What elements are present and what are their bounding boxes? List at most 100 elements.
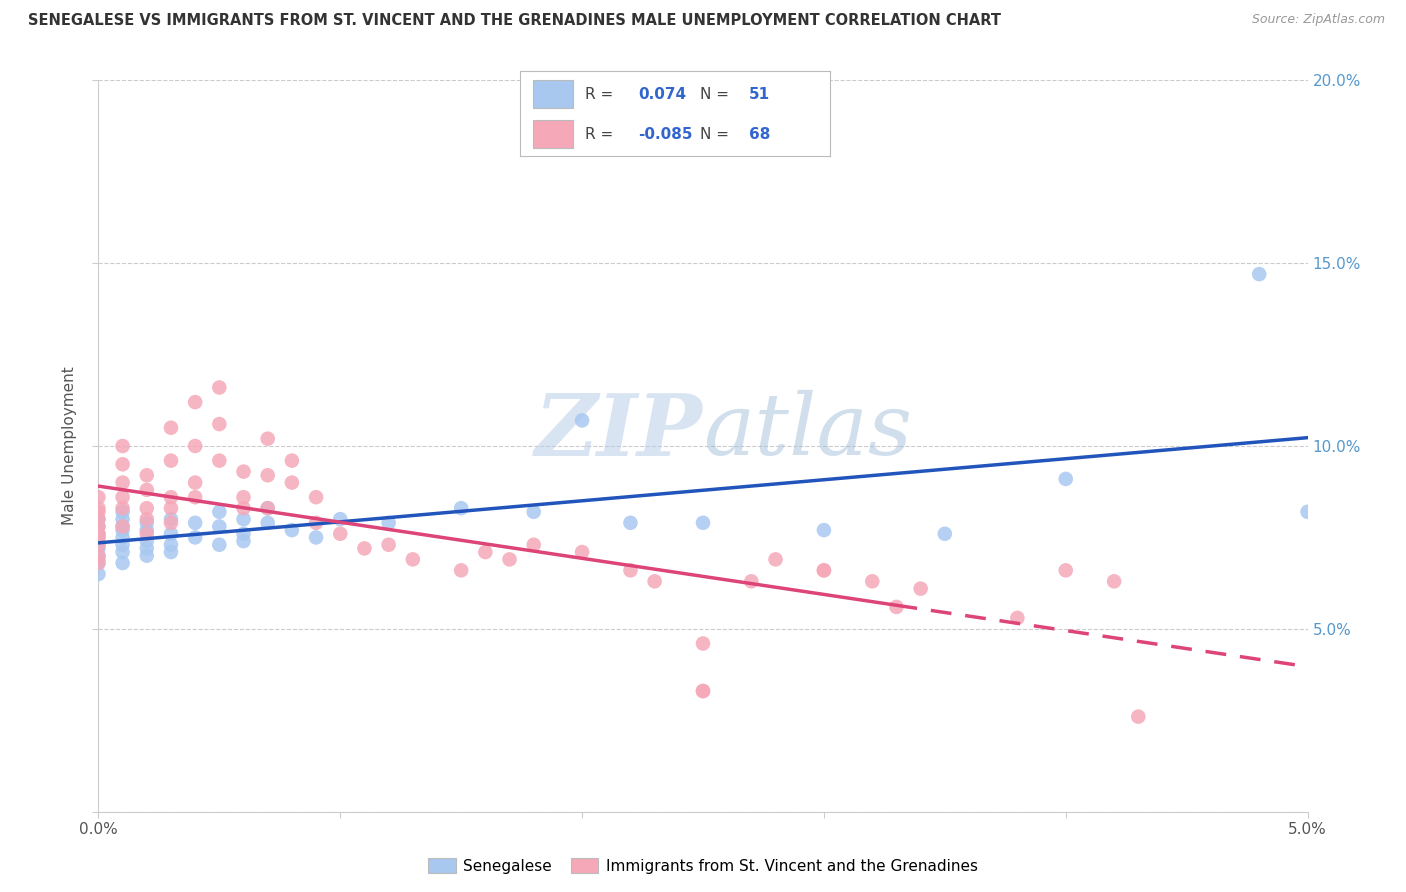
Point [450, 563, 472, 577]
Point [450, 501, 472, 516]
Point [184, 475, 207, 490]
Point [87, 519, 110, 533]
Point [184, 490, 207, 504]
Point [329, 512, 352, 526]
Point [740, 574, 762, 589]
Point [523, 538, 546, 552]
Text: -0.085: -0.085 [638, 127, 692, 142]
Point [1054, 563, 1077, 577]
Point [813, 563, 835, 577]
Point [934, 526, 956, 541]
Point [1054, 472, 1077, 486]
Point [87, 512, 110, 526]
Point [860, 574, 883, 589]
Point [208, 519, 231, 533]
Point [135, 468, 157, 483]
Point [232, 534, 254, 549]
Point [256, 432, 278, 446]
Text: 0.074: 0.074 [638, 87, 686, 102]
Point [910, 582, 932, 596]
Point [135, 549, 157, 563]
Point [87, 541, 110, 556]
Point [87, 538, 110, 552]
Point [87, 490, 110, 504]
Point [111, 475, 134, 490]
Point [160, 516, 183, 530]
Point [692, 516, 714, 530]
FancyBboxPatch shape [533, 80, 572, 108]
Point [87, 556, 110, 570]
Point [256, 501, 278, 516]
Point [692, 684, 714, 698]
Point [692, 636, 714, 650]
Point [111, 523, 134, 537]
Point [232, 490, 254, 504]
Point [208, 380, 231, 394]
Point [111, 530, 134, 544]
Point [184, 530, 207, 544]
Point [111, 519, 134, 533]
Point [256, 468, 278, 483]
Text: 51: 51 [749, 87, 770, 102]
Y-axis label: Male Unemployment: Male Unemployment [62, 367, 77, 525]
Point [87, 549, 110, 563]
Point [87, 512, 110, 526]
Point [87, 552, 110, 566]
Point [377, 538, 399, 552]
Point [813, 563, 835, 577]
Point [184, 395, 207, 409]
Point [135, 516, 157, 530]
Point [256, 516, 278, 530]
Point [135, 483, 157, 497]
Text: 68: 68 [749, 127, 770, 142]
Point [232, 512, 254, 526]
Point [765, 552, 787, 566]
Point [1296, 505, 1319, 519]
Text: atlas: atlas [703, 390, 912, 473]
Text: N =: N = [700, 127, 734, 142]
Point [281, 523, 304, 537]
Text: ZIP: ZIP [536, 390, 703, 473]
Point [135, 523, 157, 537]
Point [135, 541, 157, 556]
Point [1249, 267, 1271, 281]
Point [135, 501, 157, 516]
Point [111, 538, 134, 552]
Point [571, 413, 593, 427]
Point [692, 684, 714, 698]
Point [87, 538, 110, 552]
Point [160, 453, 183, 467]
Point [256, 501, 278, 516]
Point [160, 538, 183, 552]
Point [87, 567, 110, 582]
Point [160, 545, 183, 559]
Point [111, 512, 134, 526]
Point [619, 516, 641, 530]
Point [232, 526, 254, 541]
FancyBboxPatch shape [533, 120, 572, 147]
Point [813, 523, 835, 537]
Point [208, 505, 231, 519]
Point [329, 526, 352, 541]
Point [644, 574, 666, 589]
Point [87, 501, 110, 516]
Point [1102, 574, 1125, 589]
Point [160, 490, 183, 504]
Point [619, 563, 641, 577]
Point [111, 457, 134, 471]
Point [87, 519, 110, 533]
Text: R =: R = [585, 87, 619, 102]
Point [160, 501, 183, 516]
Point [184, 439, 207, 453]
Point [208, 453, 231, 467]
Text: R =: R = [585, 127, 619, 142]
Point [111, 501, 134, 516]
Point [402, 552, 425, 566]
Text: Source: ZipAtlas.com: Source: ZipAtlas.com [1251, 13, 1385, 27]
Text: SENEGALESE VS IMMIGRANTS FROM ST. VINCENT AND THE GRENADINES MALE UNEMPLOYMENT C: SENEGALESE VS IMMIGRANTS FROM ST. VINCEN… [28, 13, 1001, 29]
Point [135, 526, 157, 541]
Point [232, 501, 254, 516]
Point [160, 421, 183, 435]
Point [571, 545, 593, 559]
Point [111, 439, 134, 453]
